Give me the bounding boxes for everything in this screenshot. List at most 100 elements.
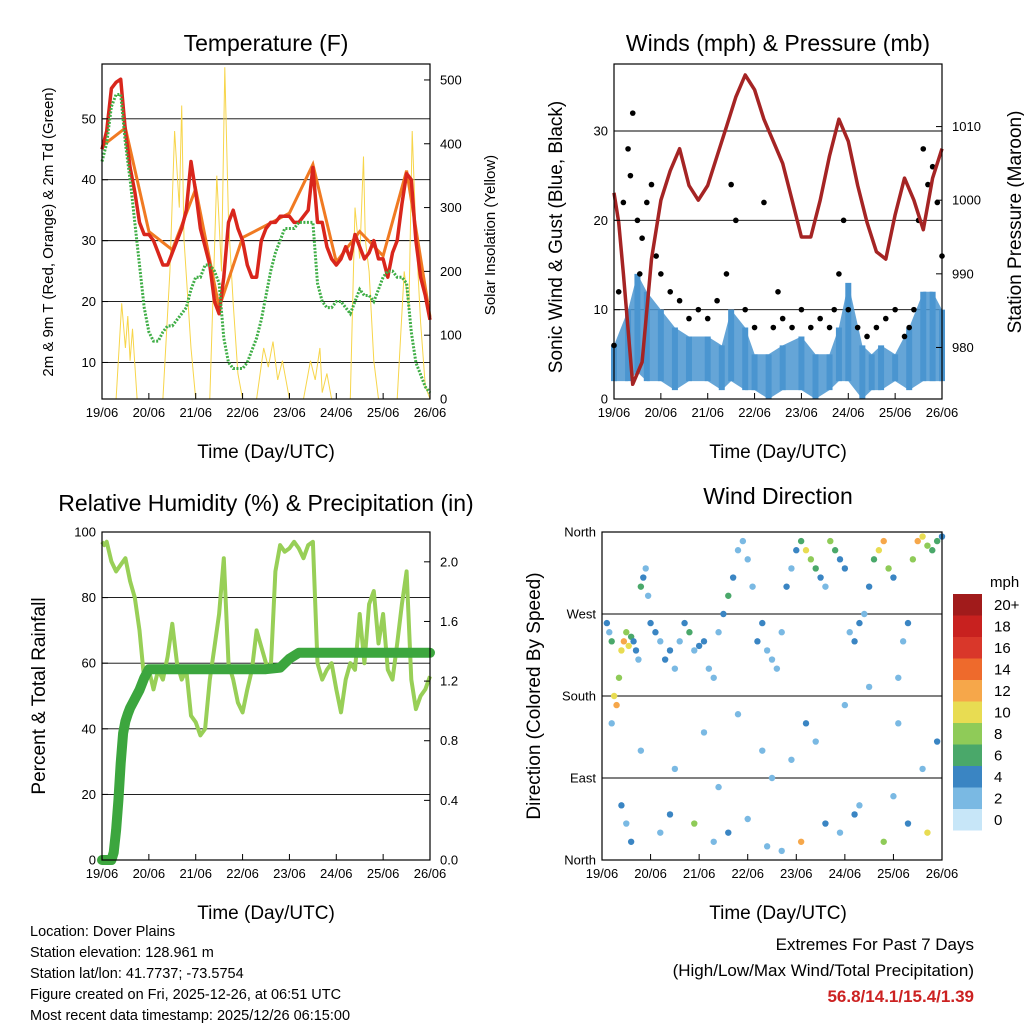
direction-point: [676, 638, 683, 645]
direction-point: [817, 574, 824, 581]
station-info: Location: Dover Plains Station elevation…: [30, 922, 350, 1027]
x-tick-label: 21/06: [683, 866, 716, 881]
direction-ylabel: Direction (Colored By Speed): [524, 572, 545, 819]
colorbar-swatch: [953, 615, 982, 637]
data-timestamp: Most recent data timestamp: 2025/12/26 0…: [30, 1008, 351, 1024]
x-tick-label: 20/06: [133, 405, 166, 420]
direction-point: [720, 610, 727, 618]
x-tick-label: 25/06: [367, 866, 400, 881]
y2-tick-label: 0: [440, 392, 447, 407]
direction-point: [700, 729, 708, 736]
direction-point: [686, 629, 693, 636]
direction-point: [661, 656, 669, 663]
gust-point: [714, 297, 720, 304]
direction-point: [637, 747, 645, 754]
direction-point: [642, 565, 649, 572]
y2-tick-label: 400: [440, 136, 462, 151]
direction-point: [778, 629, 785, 636]
direction-title: Wind Direction: [703, 483, 853, 509]
direction-point: [768, 656, 776, 663]
direction-point: [647, 619, 654, 627]
y-tick-label: 10: [594, 302, 608, 317]
temperature-title: Temperature (F): [184, 30, 349, 56]
x-tick-label: 24/06: [832, 405, 865, 420]
direction-point: [797, 537, 805, 545]
y2-tick-label: 500: [440, 72, 462, 87]
direction-point: [608, 720, 615, 727]
x-tick-label: 19/06: [598, 405, 631, 420]
direction-point: [739, 537, 747, 545]
x-tick-label: 20/06: [645, 405, 678, 420]
gust-point: [836, 271, 842, 277]
y-tick-label: 20: [82, 294, 96, 309]
y2-tick-label: 990: [952, 266, 974, 281]
y-tick-label: 0: [89, 853, 96, 868]
y-tick-label: 20: [82, 787, 96, 802]
direction-point: [691, 820, 698, 827]
gust-point: [723, 271, 730, 277]
direction-point: [671, 765, 679, 773]
direction-point: [919, 533, 926, 540]
direction-point: [623, 629, 630, 636]
y-tick-label: North: [564, 525, 596, 540]
humidity-frame: [101, 531, 431, 861]
direction-point: [705, 665, 713, 672]
y2-tick-label: 1000: [952, 193, 981, 208]
gust-point: [840, 217, 847, 224]
x-tick-label: 26/06: [926, 405, 959, 420]
direction-point: [836, 556, 844, 563]
direction-gridlines: [602, 613, 942, 779]
direction-point: [623, 820, 630, 827]
colorbar-label: 16: [994, 640, 1011, 657]
colorbar-swatch: [953, 637, 982, 659]
colorbar-label: 20+: [994, 597, 1020, 614]
direction-point: [870, 556, 878, 563]
gust-point: [775, 289, 781, 295]
direction-point: [625, 642, 632, 650]
direction-point: [725, 592, 732, 599]
wind-speed-band: [614, 273, 942, 399]
direction-point: [909, 556, 917, 563]
gust-point: [770, 324, 777, 331]
y-tick-label: 30: [82, 233, 96, 248]
humidity-xlabel: Time (Day/UTC): [197, 903, 335, 924]
direction-point: [851, 811, 858, 818]
humidity-title: Relative Humidity (%) & Precipitation (i…: [58, 490, 473, 516]
direction-point: [618, 647, 625, 654]
gust-point: [817, 315, 823, 322]
colorbar-swatch: [953, 701, 982, 723]
direction-point: [812, 565, 819, 572]
direction-point: [754, 638, 761, 645]
direction-point: [856, 619, 863, 627]
direction-point: [603, 619, 611, 627]
colorbar-label: 2: [994, 791, 1002, 808]
temperature-ylabel: 2m & 9m T (Red, Orange) & 2m Td (Green): [40, 87, 57, 376]
direction-point: [822, 583, 829, 590]
colorbar-label: 18: [994, 619, 1011, 636]
humidity-ticks: 19/06 20/06 21/06 22/06 23/06 24/06 25/06 26/06…: [74, 525, 458, 882]
y-tick-label: 0: [601, 392, 608, 407]
direction-point: [885, 565, 892, 572]
direction-point: [924, 542, 931, 549]
colorbar-label: 8: [994, 726, 1002, 743]
direction-point: [729, 574, 737, 581]
x-tick-label: 26/06: [414, 866, 447, 881]
direction-point: [861, 610, 868, 618]
colorbar-label: 4: [994, 769, 1002, 786]
y2-tick-label: 200: [440, 264, 462, 279]
direction-point: [778, 847, 785, 855]
temp-2m-line: [100, 77, 432, 321]
precipitation-line: [97, 647, 435, 865]
direction-plot: [603, 533, 946, 855]
speed-colorbar: mph 20+ 18 16 14 12 10 8 6 4 2 0: [953, 574, 1020, 831]
gust-point: [845, 306, 852, 313]
direction-point: [613, 701, 620, 709]
x-tick-label: 24/06: [320, 405, 353, 420]
colorbar-label: 14: [994, 662, 1011, 679]
gust-point: [901, 333, 908, 340]
direction-point: [802, 547, 810, 554]
y2-tick-label: 0.0: [440, 853, 458, 868]
direction-point: [700, 638, 708, 645]
direction-point: [865, 583, 873, 590]
